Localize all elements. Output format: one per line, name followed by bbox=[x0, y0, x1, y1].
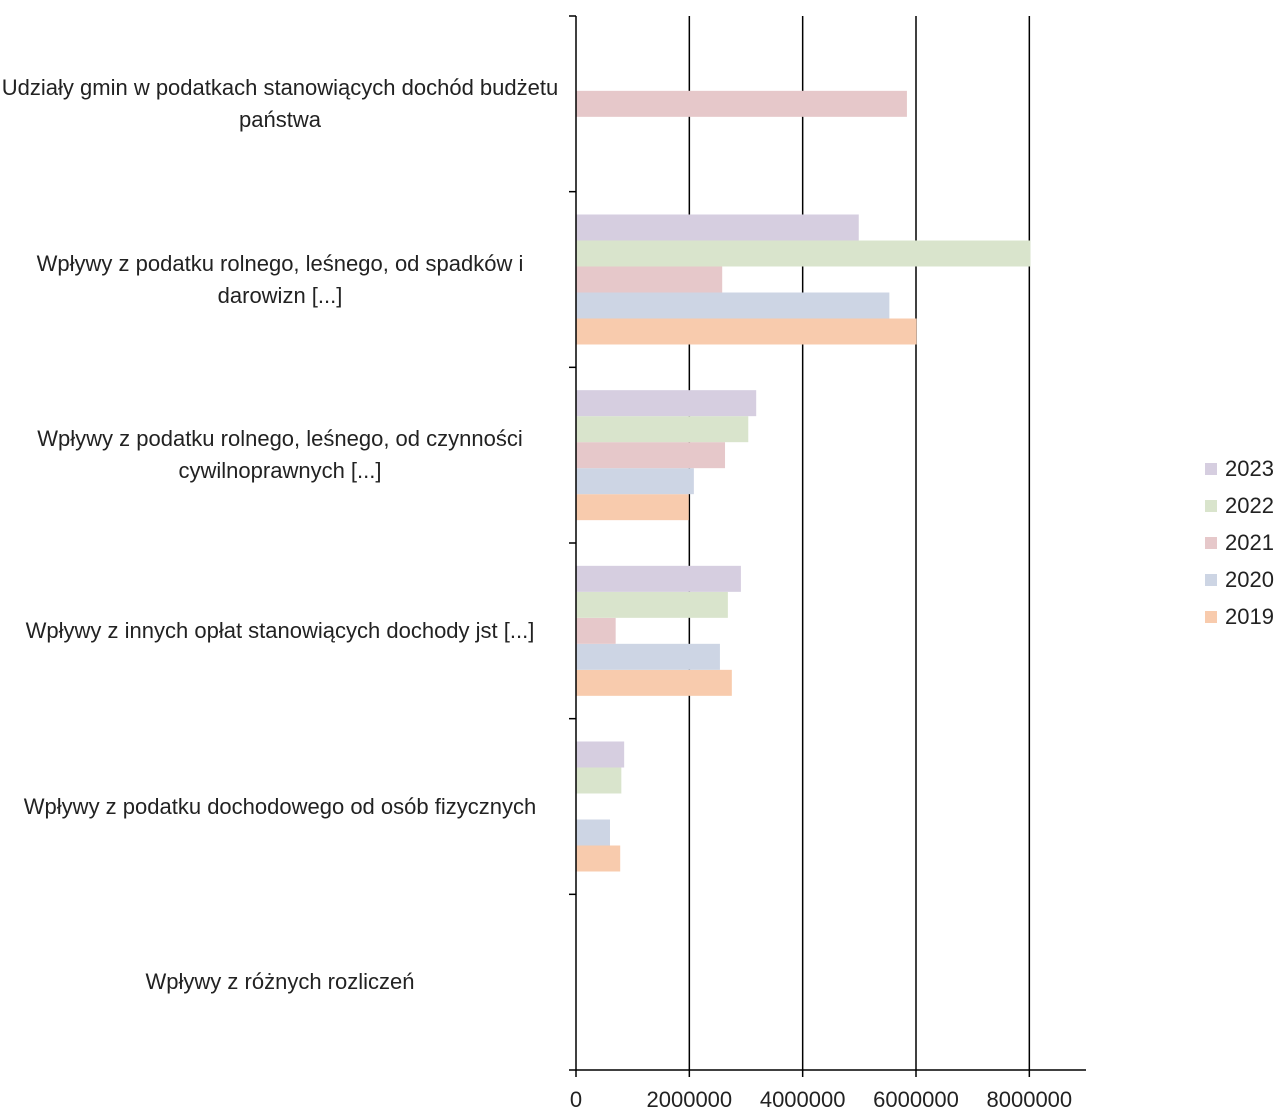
legend-swatch-2021 bbox=[1205, 536, 1217, 549]
bar-2019-cat-2 bbox=[576, 669, 732, 696]
bar-2019-cat-1 bbox=[576, 845, 621, 872]
bar-2023-cat-2 bbox=[576, 565, 741, 592]
legend-item-2020: 2020 bbox=[1205, 561, 1274, 598]
legend-label-2020: 2020 bbox=[1225, 566, 1274, 592]
legend-swatch-2023 bbox=[1205, 462, 1217, 475]
category-label-5: Udziały gmin w podatkach stanowiących do… bbox=[1, 74, 559, 132]
category-label-4: Wpływy z podatku rolnego, leśnego, od sp… bbox=[36, 250, 524, 308]
bar-2023-cat-1 bbox=[576, 741, 625, 768]
bar-2022-cat-2 bbox=[576, 591, 728, 618]
bar-2021-cat-4 bbox=[576, 266, 723, 293]
bar-2020-cat-2 bbox=[576, 643, 720, 670]
legend-swatch-2019 bbox=[1205, 610, 1217, 623]
category-label-3: Wpływy z podatku rolnego, leśnego, od cz… bbox=[37, 426, 523, 484]
legend-swatch-2022 bbox=[1205, 499, 1217, 512]
legend-item-2021: 2021 bbox=[1205, 524, 1274, 561]
x-tick-label-3: 6000000 bbox=[873, 1087, 959, 1112]
bar-2022-cat-4 bbox=[576, 240, 1031, 267]
legend-swatch-2020 bbox=[1205, 573, 1217, 586]
category-label-1: Wpływy z podatku dochodowego od osób fiz… bbox=[23, 793, 537, 819]
bar-2020-cat-4 bbox=[576, 292, 890, 319]
bar-2023-cat-3 bbox=[576, 390, 757, 417]
legend-label-2022: 2022 bbox=[1225, 492, 1274, 518]
legend-label-2023: 2023 bbox=[1225, 455, 1274, 481]
x-tick-label-1: 2000000 bbox=[647, 1087, 733, 1112]
bar-2021-cat-3 bbox=[576, 442, 726, 469]
legend: 2023 2022 2021 2020 2019 bbox=[1205, 450, 1274, 635]
x-tick-label-0: 0 bbox=[570, 1087, 582, 1112]
bar-2022-cat-3 bbox=[576, 416, 749, 443]
category-label-0: Wpływy z różnych rozliczeń bbox=[145, 969, 415, 995]
x-tick-label-2: 4000000 bbox=[760, 1087, 846, 1112]
legend-label-2019: 2019 bbox=[1225, 603, 1274, 629]
legend-label-2021: 2021 bbox=[1225, 529, 1274, 555]
bar-2020-cat-1 bbox=[576, 819, 610, 846]
bar-2021-cat-2 bbox=[576, 617, 616, 644]
bar-2019-cat-4 bbox=[576, 318, 917, 345]
legend-item-2023: 2023 bbox=[1205, 450, 1274, 487]
legend-item-2022: 2022 bbox=[1205, 487, 1274, 524]
bar-2022-cat-1 bbox=[576, 767, 622, 794]
bar-2023-cat-4 bbox=[576, 214, 859, 241]
bar-2021-cat-5 bbox=[576, 90, 907, 117]
x-tick-label-4: 8000000 bbox=[987, 1087, 1073, 1112]
legend-item-2019: 2019 bbox=[1205, 598, 1274, 635]
category-label-2: Wpływy z innych opłat stanowiących docho… bbox=[25, 617, 535, 643]
bar-2019-cat-3 bbox=[576, 494, 689, 521]
bar-2020-cat-3 bbox=[576, 468, 694, 495]
